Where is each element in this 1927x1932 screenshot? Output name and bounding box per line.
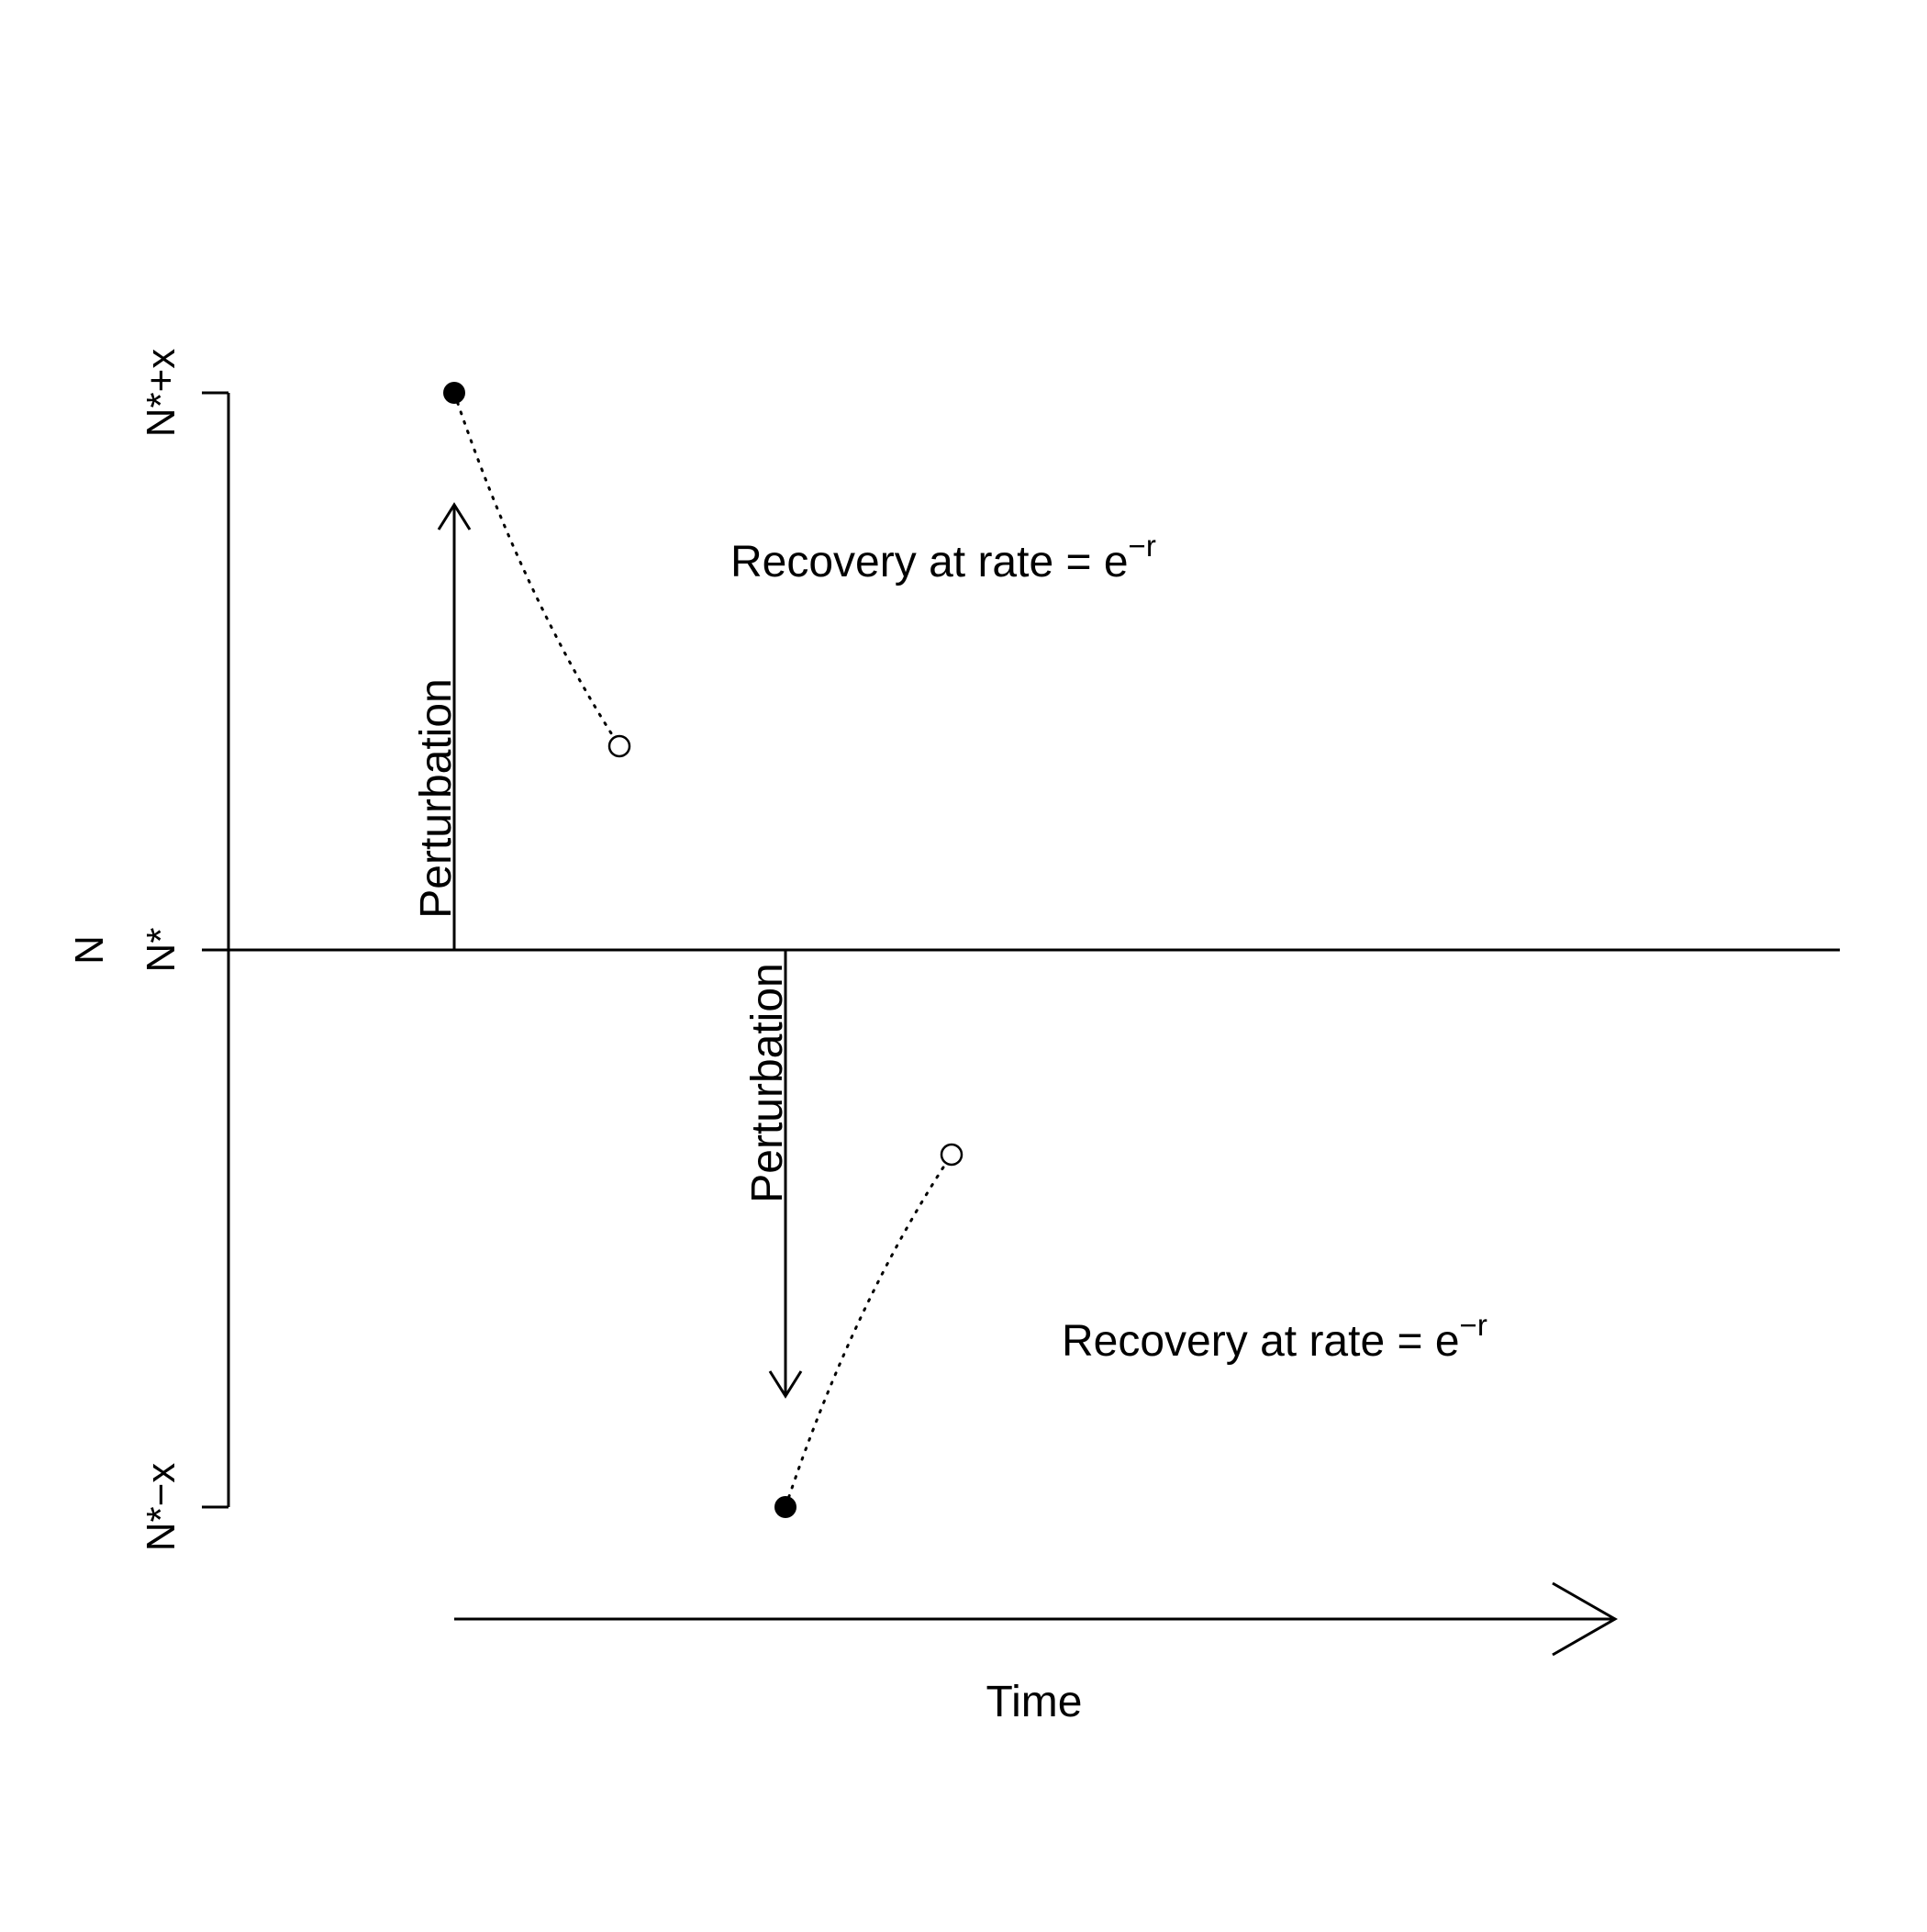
lower-perturbation-label: Perturbation [743,963,792,1203]
upper-recovery-exponent: −r [1129,529,1156,563]
lower-perturbed-point [774,1496,796,1518]
time-arrow [454,1581,1619,1657]
y-tick-label-top: N*+x [139,349,184,438]
time-label: Time [986,1678,1083,1726]
upper-recovery-text: Recovery at rate = e−r [730,529,1156,586]
y-axis-title: N [67,935,112,965]
lower-perturbation-arrow [768,950,803,1399]
upper-perturbed-point [443,382,465,404]
upper-recovered-point [607,734,631,758]
lower-recovery-exponent: −r [1460,1308,1487,1342]
upper-perturbation-arrow [437,502,472,950]
y-tick-label-bottom: N*−x [139,1463,184,1552]
upper-perturbation-label: Perturbation [412,678,461,919]
lower-recovered-point [940,1143,964,1167]
lower-recovery-curve [784,1153,953,1509]
lower-recovery-text: Recovery at rate = e−r [1062,1308,1487,1366]
upper-recovery-curve [452,391,621,748]
y-tick-label-mid: N* [139,928,184,973]
